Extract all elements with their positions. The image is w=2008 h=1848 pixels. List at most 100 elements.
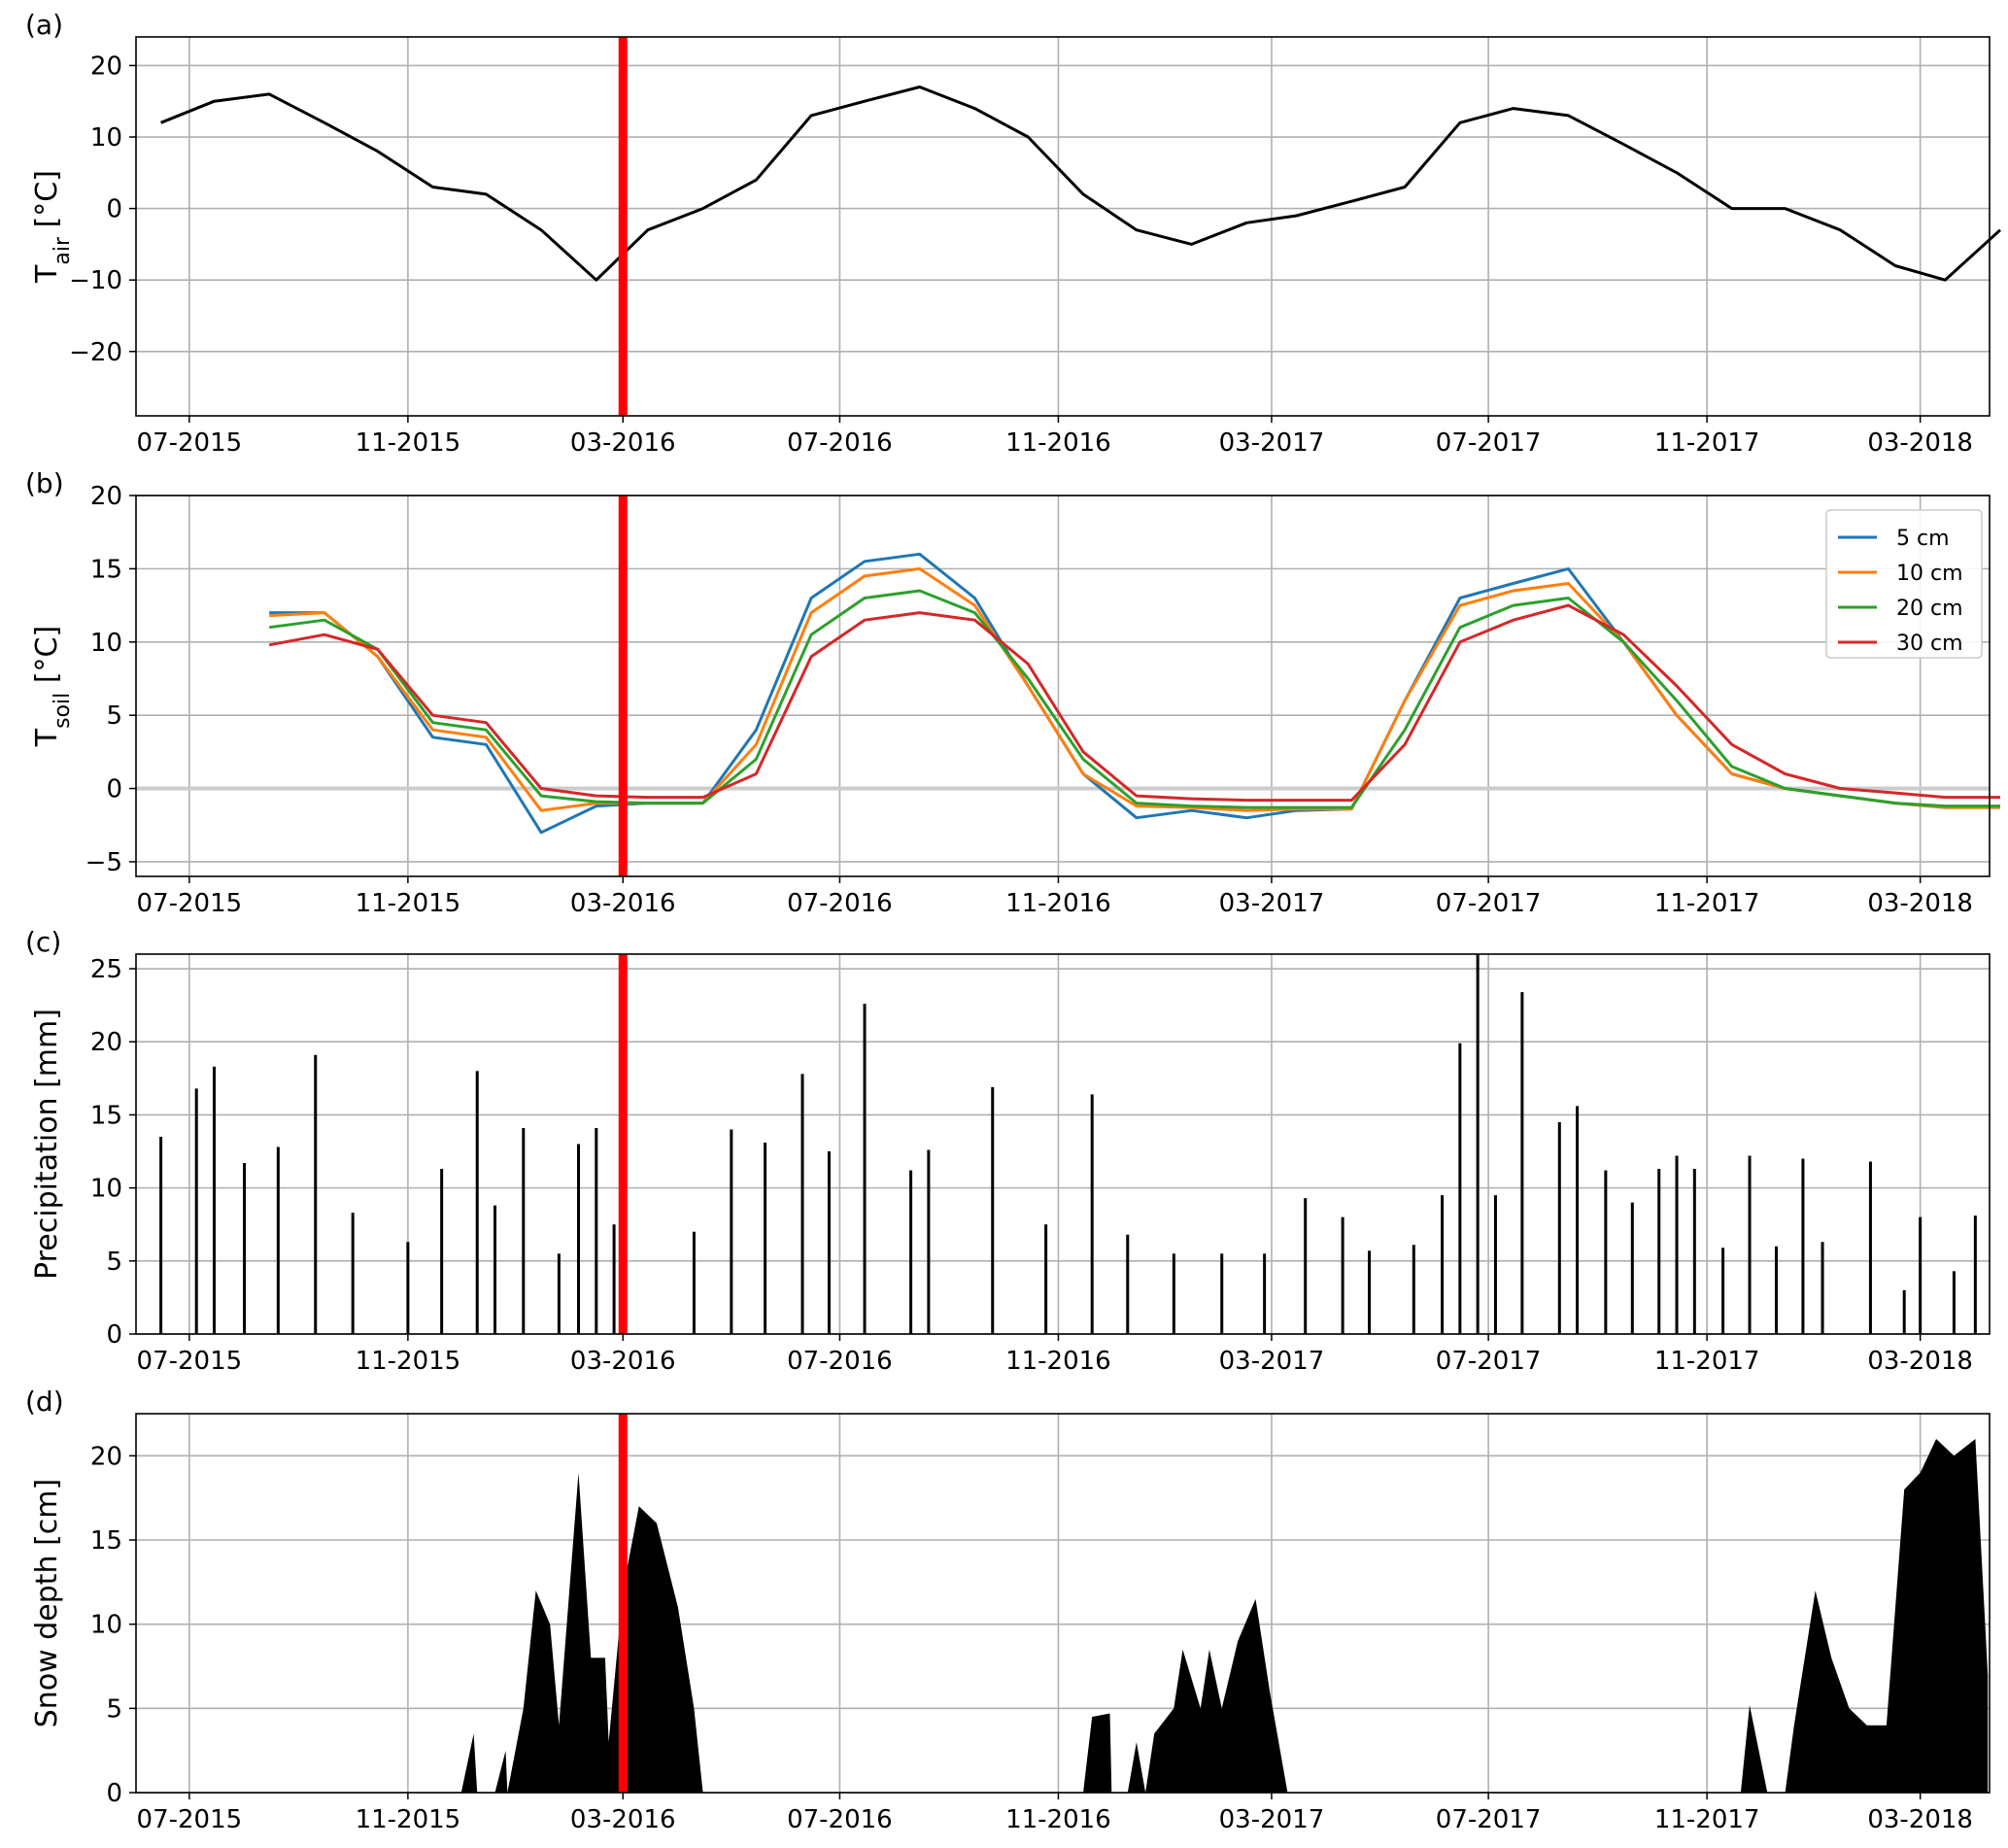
precip-bar: [351, 1213, 355, 1334]
x-tick-label: 03-2016: [570, 1347, 676, 1376]
y-tick-label: 10: [90, 1611, 122, 1640]
precip-bar: [909, 1170, 913, 1334]
precip-bar: [276, 1146, 280, 1334]
x-tick-label: 07-2016: [787, 1805, 893, 1834]
precip-bar: [314, 1054, 318, 1334]
x-tick-label: 07-2016: [787, 1347, 893, 1376]
precip-bar: [1458, 1043, 1462, 1334]
plot-frame: [135, 36, 1991, 417]
precip-bar: [1520, 992, 1524, 1334]
legend-label: 30 cm: [1896, 632, 1963, 656]
precip-bar: [493, 1205, 497, 1334]
precip-bar: [1441, 1195, 1445, 1334]
precip-bar: [1493, 1195, 1497, 1334]
x-tick-label: 07-2016: [787, 428, 893, 458]
x-tick-label: 11-2016: [1005, 889, 1111, 918]
x-tick-label: 03-2018: [1867, 428, 1973, 458]
y-axis-label: Snow depth [cm]: [30, 1479, 64, 1728]
legend-label: 5 cm: [1896, 527, 1950, 551]
x-tick-label: 03-2017: [1219, 428, 1325, 458]
precip-bar: [1774, 1246, 1778, 1334]
y-tick-label: 25: [90, 955, 122, 984]
precip-bar: [243, 1163, 247, 1334]
y-axis-label-unit: [°C]: [30, 626, 64, 693]
y-tick-label: 15: [90, 1526, 122, 1556]
x-tick-label: 07-2015: [137, 1805, 243, 1834]
precip-bar: [612, 1224, 616, 1334]
precip-bar: [991, 1086, 995, 1334]
y-axis-label-sub: air: [51, 236, 75, 265]
x-tick-label: 03-2016: [570, 428, 676, 458]
precip-bar: [1801, 1158, 1805, 1334]
series-line-30cm: [268, 603, 2000, 803]
precip-bar: [1952, 1271, 1956, 1334]
x-tick-label: 07-2015: [137, 428, 243, 458]
precip-bar: [557, 1253, 561, 1334]
y-tick-label: 0: [106, 195, 122, 224]
x-tick-label: 03-2017: [1219, 1347, 1325, 1376]
y-axis-label-main: T: [30, 264, 64, 284]
x-tick-label: 07-2017: [1436, 428, 1542, 458]
y-tick-label: 5: [106, 1248, 122, 1277]
precip-bar: [1126, 1234, 1130, 1334]
x-tick-label: 11-2015: [356, 1805, 461, 1834]
panel-b: 07-2015 11-2015 03-2016 07-2016 11-2016 03-20…: [25, 467, 2000, 918]
y-tick-label: 10: [90, 1175, 122, 1204]
y-tick-label: 10: [90, 123, 122, 153]
precip-bar: [1675, 1155, 1679, 1334]
y-tick-label: 20: [90, 1442, 122, 1471]
y-tick-label: −10: [69, 266, 122, 295]
precip-bar: [1868, 1161, 1872, 1334]
y-axis-label: Tsoil [°C]: [30, 626, 75, 747]
x-tick-label: 07-2017: [1436, 1347, 1542, 1376]
y-axis-label-sub: soil: [51, 693, 75, 729]
panel-d: 07-2015 11-2015 03-2016 07-2016 11-2016 03-20…: [25, 1386, 1991, 1834]
x-tick-label: 03-2016: [570, 1805, 676, 1834]
legend-box: [1825, 509, 1983, 659]
precip-bar: [1172, 1253, 1175, 1334]
y-axis-label: Tair [°C]: [30, 170, 75, 284]
x-tick-label: 03-2016: [570, 889, 676, 918]
snow-depth-area: [136, 1439, 1989, 1793]
precip-bar: [194, 1088, 198, 1334]
precip-bar: [1630, 1202, 1634, 1334]
precip-bar: [1692, 1169, 1696, 1334]
y-axis-label: Precipitation [mm]: [30, 1009, 64, 1280]
precip-bar: [1341, 1216, 1344, 1334]
precip-bar: [1304, 1198, 1308, 1334]
y-tick-label: 0: [106, 775, 122, 804]
panel-label: (a): [25, 9, 63, 41]
y-tick-label: 15: [90, 1101, 122, 1130]
x-tick-label: 07-2017: [1436, 889, 1542, 918]
panel-label: (c): [25, 926, 61, 958]
panel-label: (b): [25, 467, 64, 499]
precip-bar: [1557, 1121, 1561, 1334]
precip-bar: [1263, 1253, 1267, 1334]
x-tick-label: 11-2016: [1005, 1805, 1111, 1834]
precip-bar: [577, 1144, 581, 1334]
x-tick-label: 11-2016: [1005, 428, 1111, 458]
precip-bar: [1368, 1250, 1372, 1334]
x-tick-label: 11-2015: [356, 428, 461, 458]
x-tick-label: 03-2018: [1867, 889, 1973, 918]
precip-bar: [800, 1074, 804, 1334]
y-tick-label: 0: [106, 1779, 122, 1808]
precip-bar: [1748, 1155, 1752, 1334]
x-tick-label: 07-2015: [137, 1347, 243, 1376]
y-tick-label: 10: [90, 629, 122, 658]
x-tick-label: 11-2017: [1654, 1805, 1760, 1834]
precip-bar: [827, 1151, 831, 1334]
x-tick-label: 03-2018: [1867, 1805, 1973, 1834]
precip-bar: [764, 1142, 767, 1334]
y-tick-label: 20: [90, 1028, 122, 1057]
precip-bar: [1902, 1289, 1906, 1334]
x-tick-label: 03-2017: [1219, 889, 1325, 918]
precip-bar: [159, 1136, 163, 1334]
precip-bar: [406, 1242, 410, 1334]
x-tick-label: 11-2017: [1654, 1347, 1760, 1376]
precip-bar: [730, 1129, 733, 1334]
x-tick-label: 11-2016: [1005, 1347, 1111, 1376]
y-axis-label-unit: [°C]: [30, 170, 64, 237]
series-line-air: [160, 86, 2002, 282]
